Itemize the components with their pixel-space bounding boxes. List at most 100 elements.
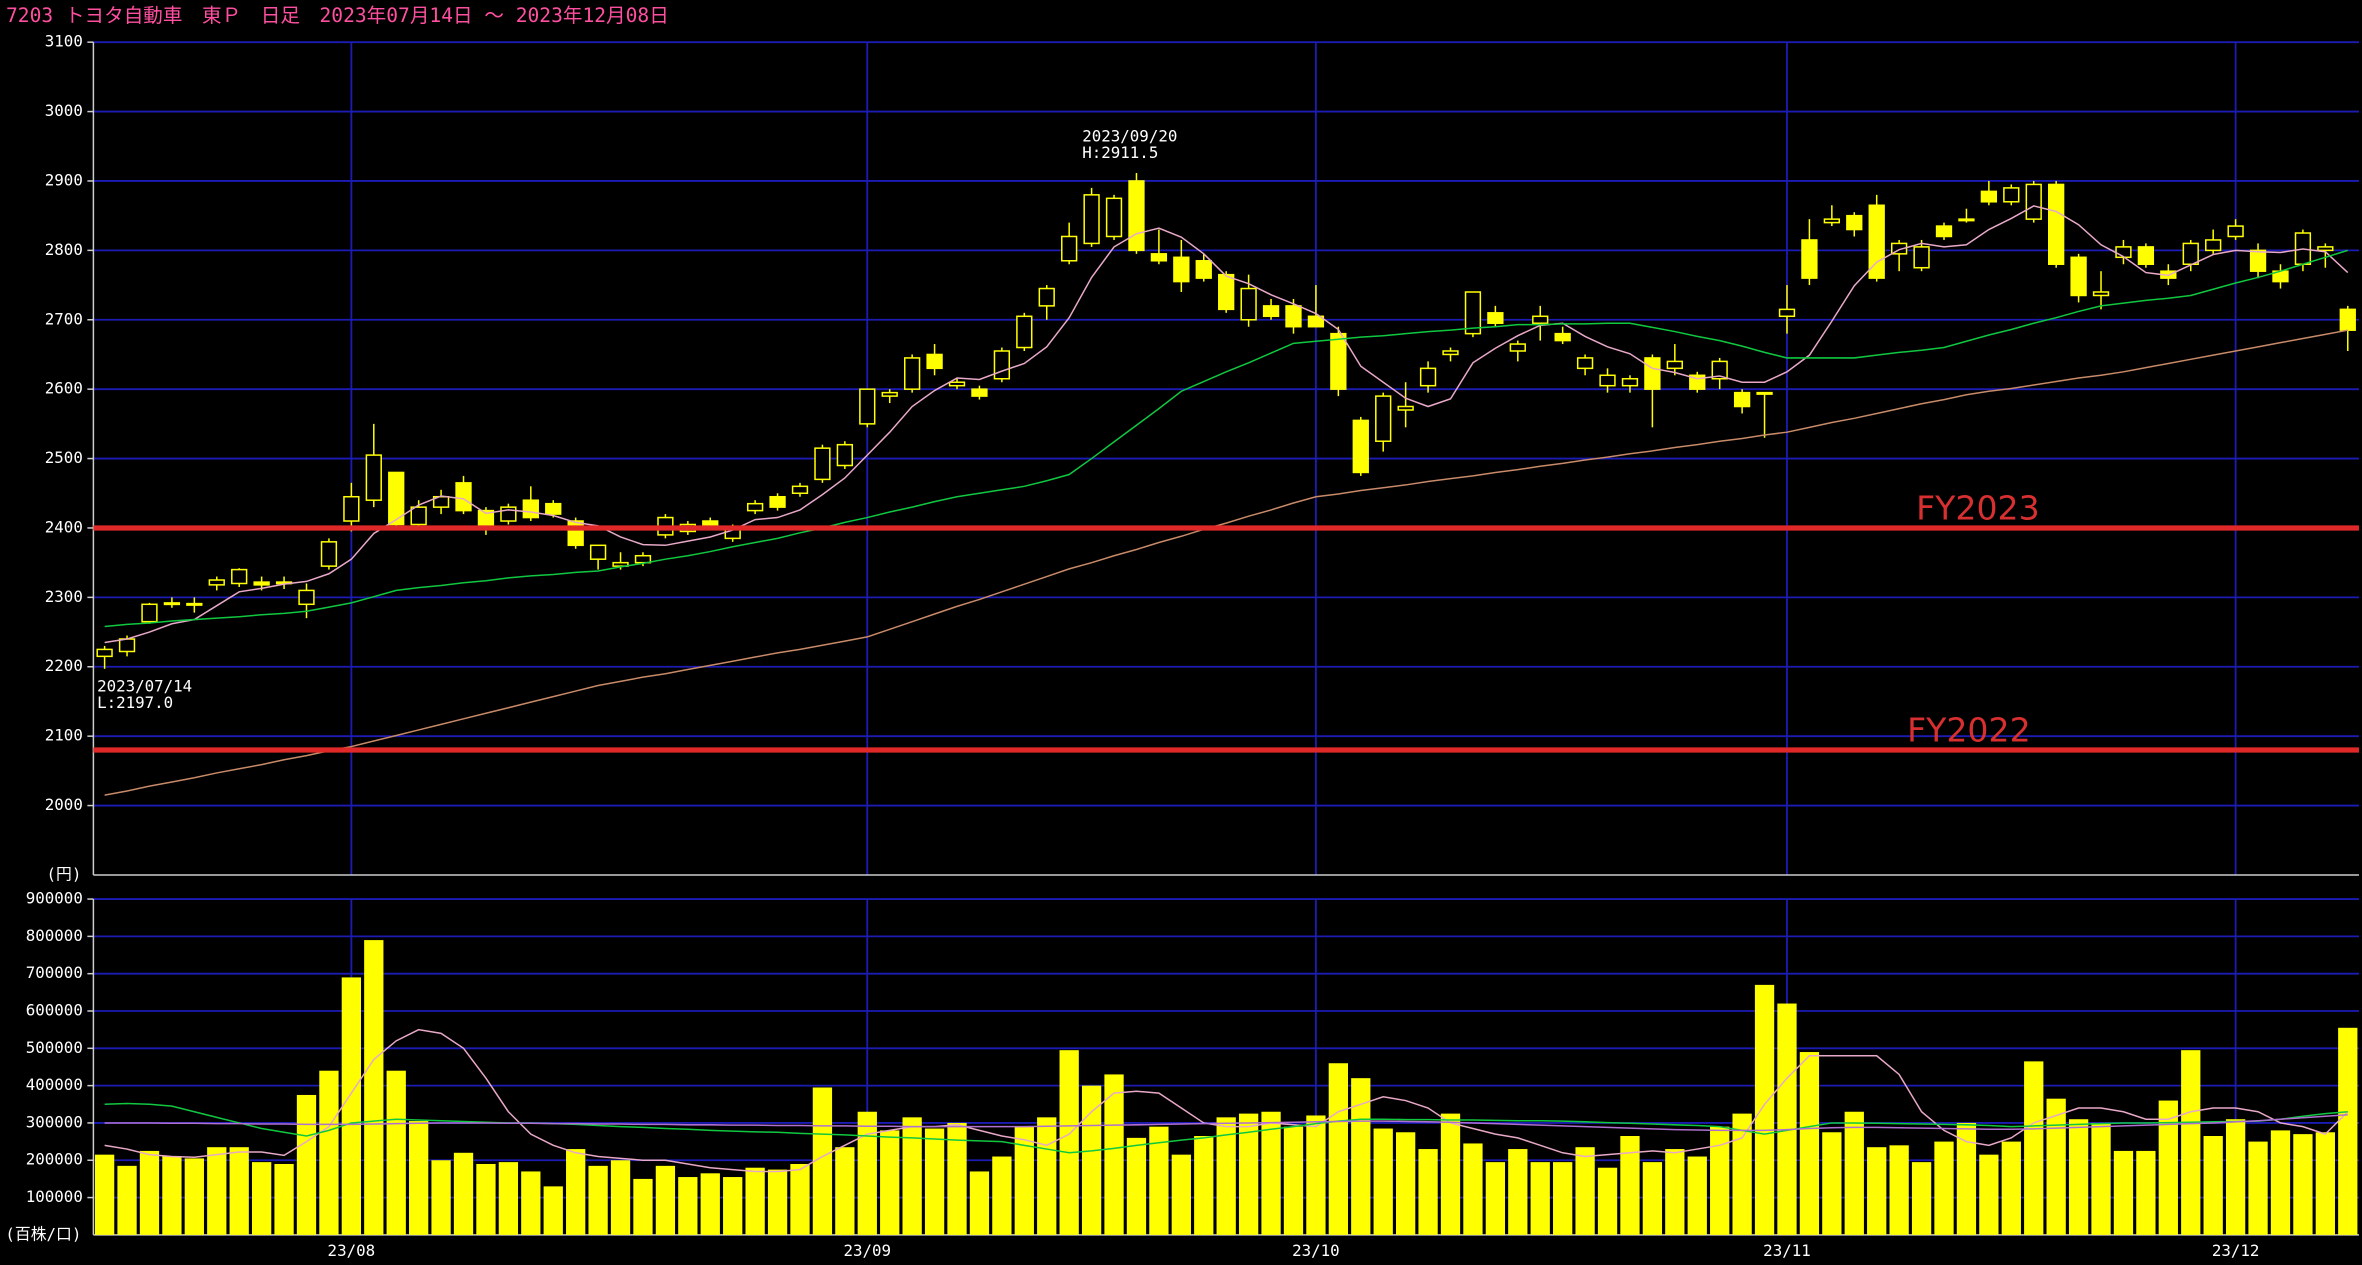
volume-bar bbox=[566, 1149, 586, 1235]
moving-average-line bbox=[104, 1102, 2348, 1154]
volume-bar bbox=[184, 1158, 204, 1235]
low-annotation: 2023/07/14 bbox=[97, 676, 192, 695]
volume-bar bbox=[117, 1165, 137, 1235]
candle-body bbox=[746, 502, 764, 512]
candle-body bbox=[567, 520, 584, 547]
candle-body bbox=[814, 447, 831, 481]
y-tick-label: 100000 bbox=[26, 1187, 83, 1206]
volume-bar bbox=[1261, 1111, 1281, 1235]
candle-body bbox=[1756, 391, 1773, 395]
volume-bar bbox=[543, 1186, 563, 1235]
candle-body bbox=[2092, 291, 2110, 297]
candle-body bbox=[1375, 395, 1392, 442]
volume-bar bbox=[969, 1171, 990, 1235]
volume-bar bbox=[1373, 1128, 1393, 1235]
candle-body bbox=[2249, 249, 2267, 272]
y-tick-label: 800000 bbox=[26, 926, 83, 945]
volume-bar bbox=[1418, 1149, 1438, 1235]
volume-bar bbox=[1530, 1162, 1550, 1235]
volume-bar bbox=[1440, 1113, 1461, 1235]
volume-bar bbox=[1059, 1050, 1079, 1235]
y-tick-label: 2400 bbox=[45, 517, 83, 536]
volume-bar bbox=[700, 1173, 720, 1235]
volume-bar bbox=[1620, 1135, 1640, 1235]
volume-bar bbox=[521, 1171, 541, 1235]
volume-bar bbox=[1822, 1132, 1842, 1235]
volume-bar bbox=[1283, 1126, 1304, 1235]
candle-body bbox=[96, 648, 113, 658]
volume-bar bbox=[2248, 1141, 2268, 1235]
candle-body bbox=[1935, 225, 1953, 238]
volume-bar bbox=[1732, 1113, 1752, 1235]
volume-bar bbox=[902, 1117, 922, 1235]
candle-body bbox=[926, 353, 943, 370]
candle-body bbox=[589, 544, 607, 560]
candle-body bbox=[298, 589, 315, 606]
candle-body bbox=[1016, 315, 1033, 349]
volume-bar bbox=[162, 1156, 182, 1235]
candle-body bbox=[1666, 360, 1683, 370]
y-tick-label: 2000 bbox=[45, 795, 83, 814]
candle-body bbox=[1711, 360, 1728, 380]
y-tick-label: 600000 bbox=[26, 1000, 83, 1019]
volume-bar bbox=[1171, 1154, 1191, 1235]
candle-body bbox=[118, 638, 136, 653]
candle-body bbox=[410, 506, 427, 526]
candle-body bbox=[2205, 239, 2222, 252]
volume-bar bbox=[1014, 1126, 1034, 1235]
volume-bar bbox=[1934, 1141, 1954, 1235]
candle-body bbox=[993, 350, 1011, 380]
low-annotation: L:2197.0 bbox=[97, 693, 173, 712]
candle-body bbox=[2137, 246, 2155, 265]
candle-body bbox=[365, 454, 382, 501]
candle-body bbox=[208, 579, 225, 586]
candle-body bbox=[702, 520, 719, 527]
volume-bar bbox=[319, 1070, 339, 1235]
volume-bar bbox=[1306, 1115, 1326, 1235]
candle-body bbox=[1778, 308, 1796, 318]
volume-bar bbox=[1508, 1149, 1528, 1235]
volume-bar bbox=[1979, 1154, 1999, 1235]
candle-body bbox=[971, 388, 988, 397]
volume-bar bbox=[924, 1128, 945, 1235]
candle-body bbox=[455, 482, 472, 512]
candle-body bbox=[186, 602, 203, 606]
candle-body bbox=[2339, 308, 2356, 331]
candle-body bbox=[1105, 197, 1123, 238]
candle-body bbox=[2003, 187, 2020, 203]
volume-bar bbox=[678, 1177, 698, 1235]
y-tick-label: 200000 bbox=[26, 1150, 83, 1169]
candle-body bbox=[343, 495, 360, 522]
volume-bar bbox=[947, 1122, 967, 1235]
candle-body bbox=[1621, 378, 1639, 387]
volume-bar bbox=[610, 1160, 631, 1235]
candle-body bbox=[2115, 246, 2132, 259]
candle-body bbox=[1061, 235, 1078, 262]
volume-bar bbox=[1238, 1113, 1259, 1235]
volume-bar bbox=[498, 1162, 519, 1235]
candle-body bbox=[231, 568, 248, 585]
volume-bar bbox=[1037, 1117, 1057, 1235]
candle-body bbox=[388, 471, 405, 526]
volume-bar bbox=[2158, 1100, 2178, 1235]
candle-body bbox=[1352, 419, 1369, 474]
volume-bar bbox=[2225, 1119, 2246, 1235]
volume-bar bbox=[1642, 1162, 1663, 1235]
volume-bar bbox=[745, 1167, 765, 1235]
candle-body bbox=[1150, 253, 1168, 262]
volume-bar bbox=[409, 1121, 429, 1235]
high-annotation: 2023/09/20 bbox=[1082, 126, 1177, 145]
volume-bar bbox=[1799, 1052, 1820, 1235]
candle-body bbox=[522, 499, 539, 519]
volume-bar bbox=[2338, 1027, 2358, 1235]
candle-body bbox=[2070, 256, 2087, 297]
volume-bar bbox=[2136, 1150, 2156, 1235]
candle-body bbox=[1240, 287, 1257, 321]
volume-bar bbox=[1597, 1167, 1618, 1235]
volume-bar bbox=[2315, 1132, 2335, 1235]
volume-bar bbox=[992, 1156, 1012, 1235]
candle-body bbox=[1464, 291, 1482, 335]
x-tick-label: 23/09 bbox=[844, 1241, 892, 1260]
volume-bar bbox=[1328, 1063, 1348, 1235]
